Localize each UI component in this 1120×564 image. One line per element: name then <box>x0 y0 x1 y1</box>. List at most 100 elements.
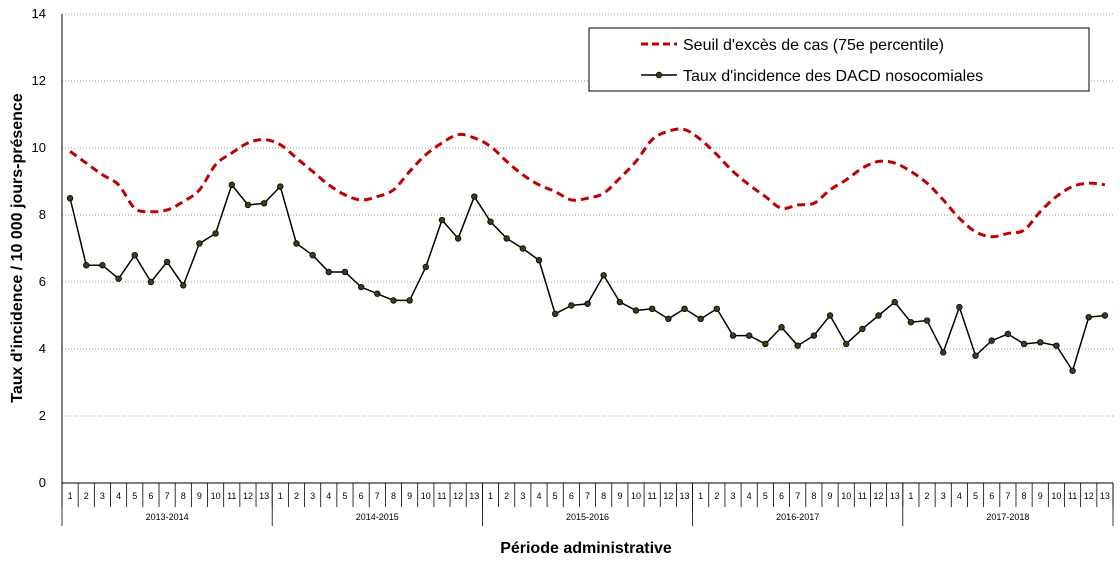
y-tick-label: 6 <box>39 274 46 289</box>
incidence-point <box>729 332 737 339</box>
x-tick-label: 13 <box>259 491 269 501</box>
y-axis-title: Taux d'incidence / 10 000 jours-présence <box>9 93 26 403</box>
x-tick-label: 8 <box>811 491 816 501</box>
incidence-point <box>293 240 300 247</box>
x-tick-label: 3 <box>310 491 315 501</box>
incidence-point <box>115 275 122 282</box>
x-tick-label: 8 <box>601 491 606 501</box>
x-tick-label: 8 <box>181 491 186 501</box>
x-tick-label: 3 <box>731 491 736 501</box>
x-tick-label: 8 <box>391 491 396 501</box>
year-label: 2016-2017 <box>776 512 819 522</box>
incidence-point <box>713 305 721 312</box>
x-tick-label: 7 <box>585 491 590 501</box>
legend-rate-label: Taux d'incidence des DACD nosocomiales <box>683 68 983 85</box>
x-tick-label: 11 <box>1068 491 1077 501</box>
grid-lines <box>62 13 1113 417</box>
legend: Seuil d'excès de cas (75e percentile) Ta… <box>588 27 1090 92</box>
x-tick-label: 9 <box>197 491 202 501</box>
incidence-point <box>163 258 171 266</box>
x-tick-label: 11 <box>858 491 867 501</box>
x-tick-label: 10 <box>211 491 221 501</box>
y-tick-label: 12 <box>32 73 46 88</box>
x-tick-label: 7 <box>795 491 800 501</box>
x-tick-label: 5 <box>342 491 347 501</box>
x-tick-label: 1 <box>68 491 73 501</box>
incidence-point <box>859 325 866 333</box>
x-tick-label: 9 <box>617 491 622 501</box>
x-tick-label: 7 <box>375 491 380 501</box>
incidence-point <box>212 230 219 237</box>
x-tick-label: 6 <box>148 491 153 501</box>
incidence-point <box>99 262 106 269</box>
incidence-point <box>891 298 898 306</box>
x-tick-label: 11 <box>437 491 446 501</box>
incidence-point <box>422 263 430 271</box>
incidence-point <box>519 245 527 252</box>
incidence-point <box>454 235 462 242</box>
x-tick-label: 4 <box>116 491 121 501</box>
x-tick-label: 11 <box>648 491 657 501</box>
incidence-point <box>260 200 268 207</box>
incidence-point <box>681 305 688 312</box>
x-tick-label: 2 <box>925 491 930 501</box>
incidence-point <box>535 257 543 264</box>
y-tick-label: 0 <box>39 475 46 490</box>
incidence-point <box>325 268 332 276</box>
incidence-point <box>988 337 995 344</box>
incidence-point <box>244 201 252 209</box>
incidence-point <box>471 193 478 200</box>
x-tick-label: 13 <box>469 491 479 501</box>
x-tick-label: 12 <box>1084 491 1094 501</box>
x-tick-label: 10 <box>421 491 431 501</box>
incidence-point <box>665 315 672 323</box>
incidence-point <box>503 235 510 242</box>
incidence-point <box>390 297 397 304</box>
x-tick-label: 1 <box>908 491 913 501</box>
x-tick-label: 6 <box>779 491 784 501</box>
incidence-point <box>438 216 446 224</box>
x-tick-label: 7 <box>1005 491 1010 501</box>
incidence-point <box>147 278 155 286</box>
incidence-point <box>632 307 640 314</box>
y-tick-label: 14 <box>32 6 46 21</box>
x-tick-label: 9 <box>407 491 412 501</box>
x-tick-label: 7 <box>165 491 170 501</box>
x-tick-label: 10 <box>631 491 641 501</box>
incidence-point <box>1069 367 1076 374</box>
incidence-point <box>584 300 591 307</box>
x-tick-label: 1 <box>698 491 703 501</box>
incidence-point <box>697 315 704 323</box>
incidence-point <box>794 342 801 349</box>
x-axis-title: Période administrative <box>500 540 672 557</box>
y-tick-label: 2 <box>39 408 46 423</box>
x-tick-label: 2 <box>294 491 299 501</box>
x-tick-label: 10 <box>1051 491 1061 501</box>
incidence-point <box>1004 330 1012 338</box>
incidence-point <box>1053 342 1060 349</box>
x-tick-label: 3 <box>941 491 946 501</box>
x-tick-label: 4 <box>326 491 331 501</box>
x-tick-label: 1 <box>278 491 283 501</box>
x-tick-label: 2 <box>504 491 509 501</box>
x-tick-label: 1 <box>488 491 493 501</box>
incidence-point <box>309 251 316 259</box>
incidence-point <box>196 240 203 247</box>
x-tick-label: 9 <box>1038 491 1043 501</box>
incidence-point <box>487 218 494 225</box>
y-axis-ticks: 0 2 4 6 8 10 12 14 <box>32 6 46 490</box>
x-tick-label: 5 <box>553 491 558 501</box>
incidence-point <box>778 324 785 331</box>
x-tick-label: 12 <box>243 491 253 501</box>
incidence-point <box>228 181 235 189</box>
incidence-point <box>374 290 381 297</box>
x-tick-label: 9 <box>828 491 833 501</box>
incidence-point <box>923 317 931 324</box>
x-axis: 1 2 3 4 5 6 7 8 9 10 11 12 13 1 2 3 4 5 6 7 8 9 10 11 12 13 1 2 3 4 5 6… <box>61 14 1114 526</box>
x-tick-label: 12 <box>874 491 884 501</box>
x-tick-label: 2 <box>84 491 89 501</box>
incidence-point <box>810 332 818 339</box>
series-lines <box>66 127 1109 374</box>
incidence-point <box>940 349 947 356</box>
